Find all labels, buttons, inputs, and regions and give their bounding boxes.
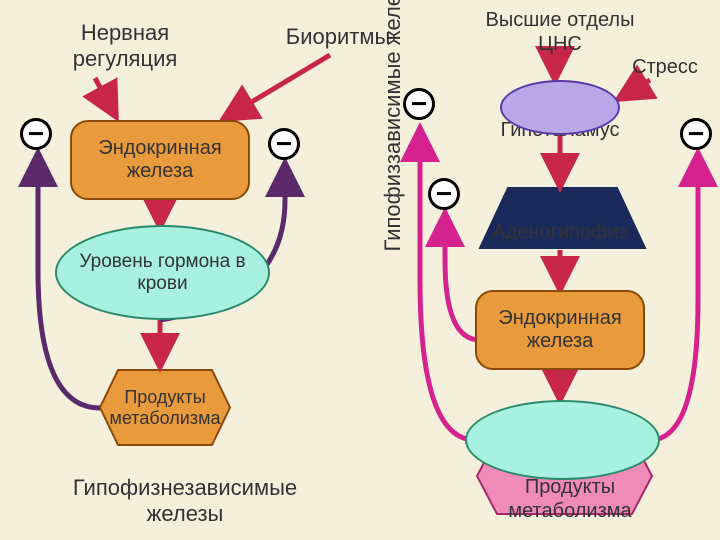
endocrine-gland2-box: Эндокринная железа bbox=[475, 290, 645, 370]
metabolites2-label: Продукты метаболизма bbox=[490, 475, 650, 523]
endocrine-gland2-text: Эндокринная железа bbox=[498, 307, 621, 353]
left-title: Гипофизнезависимые железы bbox=[60, 475, 310, 528]
hormone-level-ellipse: Уровень гормона в крови bbox=[55, 225, 270, 320]
high-cns-label: Высшие отделы ЦНС bbox=[470, 8, 650, 56]
nerv-regulation-label: Нервная регуляция bbox=[35, 20, 215, 73]
metabolites-label-box: Продукты метаболизма bbox=[100, 370, 230, 445]
endocrine-gland-text: Эндокринная железа bbox=[98, 137, 221, 183]
cns-ellipse bbox=[500, 80, 620, 135]
hormone-level-text: Уровень гормона в крови bbox=[79, 251, 245, 295]
hormone-level2-ellipse bbox=[465, 400, 660, 480]
minus-icon-3 bbox=[403, 88, 435, 120]
vertical-title: Гипофиззависимые железы bbox=[380, 0, 406, 300]
minus-icon-5 bbox=[680, 118, 712, 150]
endocrine-gland-box: Эндокринная железа bbox=[70, 120, 250, 200]
metabolites-text: Продукты метаболизма bbox=[110, 387, 221, 429]
minus-icon-2 bbox=[268, 128, 300, 160]
stress-label: Стресс bbox=[620, 55, 710, 79]
minus-icon-1 bbox=[20, 118, 52, 150]
adenohypophysis-label: Аденогипофиз bbox=[470, 220, 650, 244]
minus-icon-4 bbox=[428, 178, 460, 210]
